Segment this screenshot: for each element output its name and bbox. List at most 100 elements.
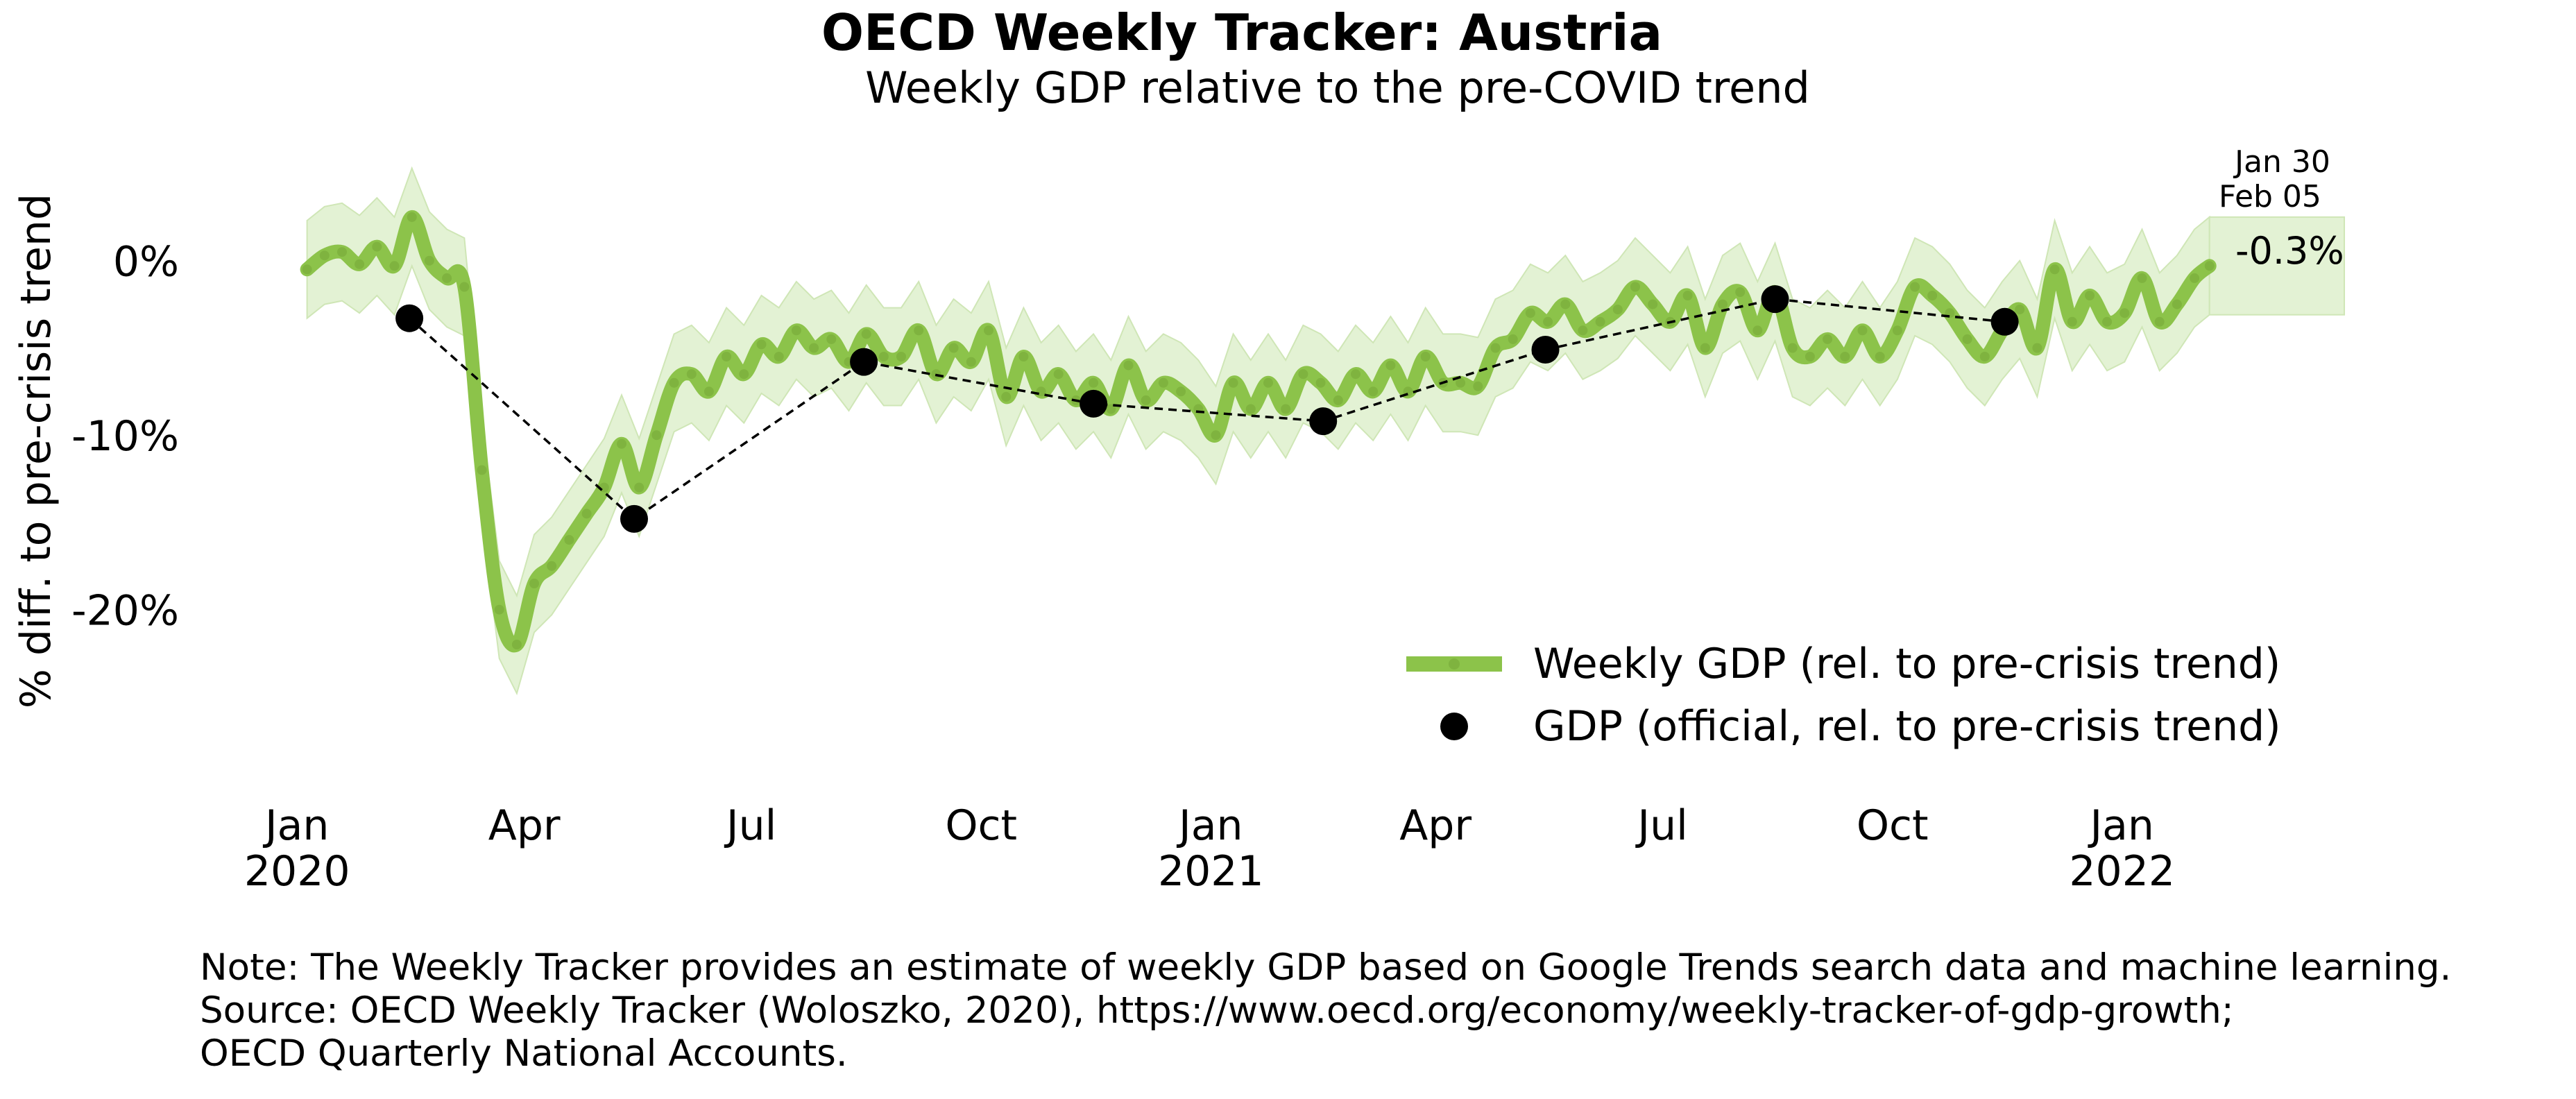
weekly-gdp-point <box>774 352 784 361</box>
official-gdp-point <box>395 304 424 332</box>
weekly-gdp-point <box>1543 316 1553 327</box>
weekly-gdp-point <box>984 325 993 336</box>
weekly-gdp-point <box>756 339 767 350</box>
legend-label-weekly-gdp: Weekly GDP (rel. to pre-crisis trend) <box>1533 640 2280 688</box>
x-tick-label: Jul <box>724 801 776 850</box>
weekly-gdp-point <box>1682 291 1693 300</box>
weekly-gdp-point <box>337 247 347 257</box>
official-gdp-point <box>1761 285 1789 314</box>
chart-subtitle: Weekly GDP relative to the pre-COVID tre… <box>865 62 1810 113</box>
weekly-gdp-point <box>1298 369 1308 380</box>
official-gdp-connector <box>408 298 2005 521</box>
weekly-gdp-point <box>1735 287 1746 297</box>
x-tick-label: 2021 <box>1158 847 1264 896</box>
weekly-gdp-point <box>1053 369 1064 380</box>
weekly-gdp-point <box>914 325 924 336</box>
weekly-gdp-point <box>1578 325 1588 336</box>
weekly-gdp-point <box>739 369 749 380</box>
legend-label-official-gdp: GDP (official, rel. to pre-crisis trend) <box>1533 702 2281 751</box>
weekly-gdp-point <box>669 377 679 388</box>
weekly-gdp-point <box>1805 352 1815 361</box>
weekly-gdp-point <box>1962 334 1972 344</box>
y-tick-label: 0% <box>113 238 179 287</box>
weekly-gdp-point <box>826 334 837 344</box>
weekly-gdp-point <box>1700 343 1710 353</box>
weekly-gdp-point <box>966 357 976 367</box>
weekly-gdp-point <box>1857 325 1868 336</box>
y-tick-label: -20% <box>71 587 179 636</box>
official-gdp-point <box>1990 307 2019 336</box>
weekly-gdp-point <box>1612 305 1623 315</box>
weekly-gdp-point <box>1823 334 1833 344</box>
legend-marker-official-gdp <box>1440 713 1468 740</box>
weekly-gdp-point <box>302 264 312 275</box>
weekly-gdp-point <box>1176 386 1186 397</box>
weekly-gdp-point <box>1228 377 1238 388</box>
weekly-gdp-point <box>1158 377 1168 388</box>
weekly-gdp-point <box>1106 404 1116 414</box>
weekly-gdp-point <box>2102 316 2113 327</box>
y-tick-label: -10% <box>71 412 179 461</box>
footnote: Note: The Weekly Tracker provides an est… <box>200 946 2559 1075</box>
weekly-gdp-point <box>1123 360 1134 370</box>
weekly-gdp-point <box>1648 299 1658 309</box>
weekly-gdp-point <box>2085 291 2095 300</box>
weekly-gdp-point <box>2204 261 2215 271</box>
annotation-date-jan30: Jan 30 <box>2233 144 2330 180</box>
annotation-date-feb05: Feb 05 <box>2219 179 2321 214</box>
weekly-gdp-point <box>1001 391 1012 402</box>
weekly-gdp-point <box>2154 316 2165 327</box>
weekly-gdp-point <box>2172 299 2182 309</box>
weekly-gdp-point <box>1245 404 1256 414</box>
weekly-gdp-point <box>2067 316 2077 327</box>
confidence-band <box>306 166 2210 696</box>
official-gdp-layer <box>395 285 2019 533</box>
weekly-gdp-point <box>1490 343 1501 353</box>
weekly-gdp-point <box>1979 352 1990 361</box>
legend-line-swatch-dot <box>1449 658 1460 670</box>
annotation-last-value: -0.3% <box>2235 229 2344 273</box>
weekly-gdp-point <box>2049 264 2060 275</box>
official-gdp-point <box>1080 389 1108 418</box>
weekly-gdp-point <box>809 343 819 353</box>
weekly-gdp-point <box>2190 273 2200 283</box>
official-gdp-point <box>1309 407 1338 436</box>
weekly-gdp-point <box>547 561 557 571</box>
weekly-gdp-point <box>1281 404 1291 414</box>
weekly-gdp-point <box>896 352 906 361</box>
x-tick-label: Oct <box>1857 801 1929 850</box>
weekly-gdp-point <box>1595 316 1605 327</box>
weekly-gdp-point <box>459 282 470 292</box>
weekly-gdp-point <box>1263 377 1273 388</box>
weekly-gdp-point <box>424 255 434 266</box>
official-gdp-point <box>1531 336 1560 364</box>
weekly-gdp-point <box>1927 291 1938 300</box>
weekly-gdp-point <box>1141 395 1151 405</box>
weekly-gdp-point <box>1315 377 1326 388</box>
weekly-gdp-point <box>564 535 574 545</box>
weekly-gdp-point <box>494 604 504 615</box>
weekly-gdp-point <box>1333 395 1343 405</box>
x-tick-label: Jan <box>2087 801 2154 850</box>
weekly-gdp-point <box>686 369 697 380</box>
weekly-gdp-point <box>477 465 487 475</box>
weekly-gdp-point <box>2119 308 2130 318</box>
weekly-gdp-point <box>1718 299 1728 309</box>
weekly-gdp-point <box>2015 305 2025 315</box>
weekly-gdp-point <box>617 438 626 449</box>
weekly-gdp-point <box>948 343 959 353</box>
x-tick-label: Oct <box>945 801 1017 850</box>
weekly-gdp-point <box>1385 360 1396 370</box>
weekly-gdp-point <box>529 579 539 588</box>
weekly-gdp-point <box>581 509 592 519</box>
weekly-gdp-point <box>1752 325 1763 336</box>
weekly-gdp-point <box>511 640 522 649</box>
x-tick-label: 2020 <box>244 847 350 896</box>
weekly-gdp-point <box>407 212 417 222</box>
chart-title: OECD Weekly Tracker: Austria <box>821 3 1662 62</box>
weekly-gdp-point <box>1473 381 1483 391</box>
weekly-gdp-point <box>319 250 330 261</box>
y-tick-labels: 0% -10% -20% <box>71 238 179 636</box>
weekly-gdp-point <box>1910 282 1920 292</box>
